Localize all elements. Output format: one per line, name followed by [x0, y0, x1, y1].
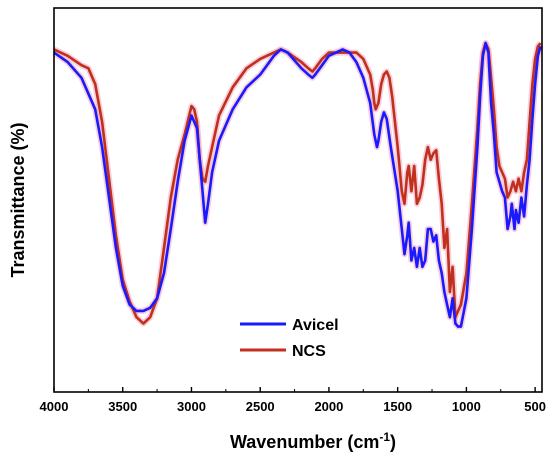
plot-lines — [52, 40, 544, 330]
x-tick-label: 1000 — [452, 399, 481, 414]
x-tick-label: 2500 — [246, 399, 275, 414]
x-axis-ticks: 4000 3500 3000 2500 2000 1500 1000 500 — [40, 387, 546, 414]
legend-label-avicel: Avicel — [292, 317, 339, 334]
x-tick-label: 500 — [524, 399, 546, 414]
legend: Avicel NCS — [240, 317, 339, 360]
x-tick-label: 1500 — [383, 399, 412, 414]
y-axis-title: Transmittance (%) — [8, 122, 28, 277]
x-axis-title: Wavenumber (cm-1) — [230, 430, 396, 452]
series-line-ncs — [53, 41, 542, 325]
x-axis-title-end: ) — [390, 432, 396, 452]
plot-frame — [53, 7, 543, 393]
x-tick-label: 4000 — [40, 399, 69, 414]
x-tick-label: 3500 — [108, 399, 137, 414]
x-axis-title-main: Wavenumber (cm — [230, 432, 379, 452]
series-line-avicel — [53, 41, 542, 328]
x-axis-title-sup: -1 — [379, 430, 390, 444]
legend-label-ncs: NCS — [292, 343, 326, 360]
x-tick-label: 2000 — [314, 399, 343, 414]
x-tick-label: 3000 — [177, 399, 206, 414]
